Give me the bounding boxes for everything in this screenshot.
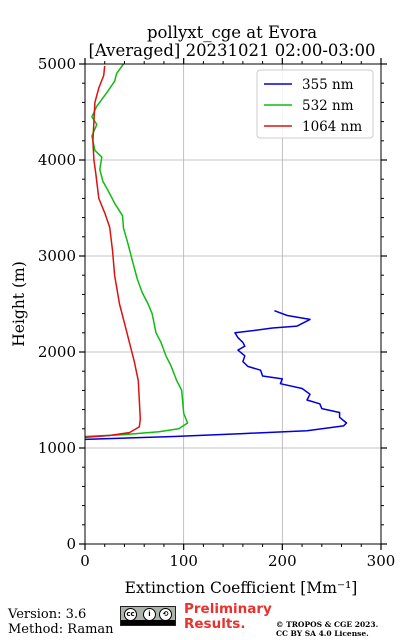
copyright-line2: CC BY SA 4.0 License. [276,629,369,638]
method-label: Method: Raman [8,622,114,637]
y-tick-label: 2000 [38,343,76,361]
legend-box [256,69,374,139]
y-tick-label: 5000 [38,55,76,73]
y-tick-label: 3000 [38,247,76,265]
cc-license-badge: cc i ⟲ [120,606,176,626]
copyright-line1: © TROPOS & CGE 2023. [276,620,379,629]
chart-title-line1: pollyxt_cge at Evora [146,23,318,42]
x-axis-label: Extinction Coefficient [Mm⁻¹] [125,579,358,597]
x-tick-label: 200 [268,552,297,570]
legend-label: 532 nm [302,98,354,114]
y-tick-label: 0 [66,535,76,553]
y-tick-label: 1000 [38,439,76,457]
legend: 355 nm 532 nm 1064 nm [256,69,374,139]
sa-icon: ⟲ [159,608,172,621]
plot-frame [84,63,382,545]
preliminary-note: Preliminary Results. [184,602,272,632]
preliminary-line1: Preliminary [184,601,272,617]
legend-label: 1064 nm [302,119,362,135]
series-line-355-nm [84,309,348,441]
legend-label: 355 nm [302,77,354,93]
preliminary-line2: Results. [184,616,246,632]
chart-title-line2: [Averaged] 20231021 02:00-03:00 [88,41,376,60]
version-label: Version: 3.6 [8,607,87,622]
y-axis-label: Height (m) [10,261,28,347]
license-bar [121,620,175,625]
x-tick-label: 300 [367,552,396,570]
chart-plot: 0 100 200 300010002000300040005000Extinctio… [10,55,396,597]
x-tick-label: 100 [169,552,198,570]
series-line-532-nm [84,63,189,438]
copyright-note: © TROPOS & CGE 2023. CC BY SA 4.0 Licens… [276,620,378,638]
x-tick-label: 0 [80,552,90,570]
y-tick-label: 4000 [38,151,76,169]
series-line-1064-nm [84,65,142,439]
